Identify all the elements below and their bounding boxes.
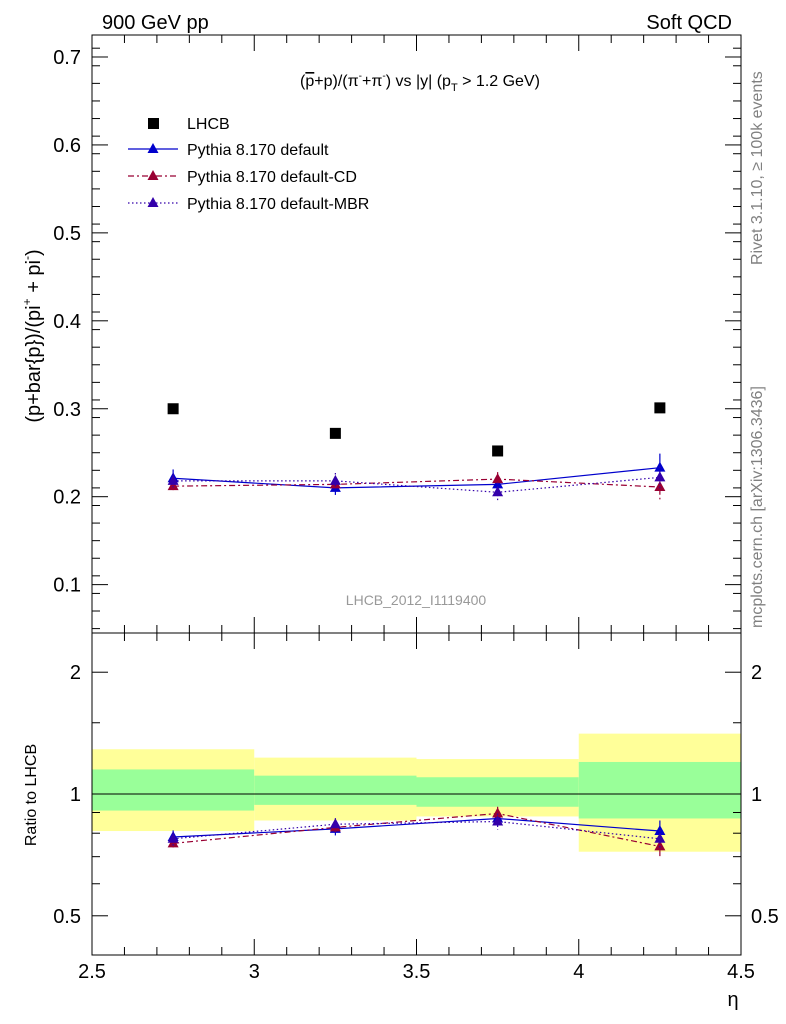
x-tick-label: 4.5 (727, 961, 755, 983)
ratio-point-mbr (329, 818, 341, 829)
x-axis-label: η (727, 989, 738, 1011)
main-point-mbr (492, 486, 504, 497)
legend-item-lhcb: LHCB (148, 116, 230, 133)
mcplots-reference-label: mcplots.cern.ch [arXiv:1306.3436] (749, 386, 766, 628)
ratio-panel-ticks: 0.5 0.5 1 1 2 2 2.5 3 3.5 4 4.5 (53, 633, 779, 983)
ratio-line-mbr (173, 820, 660, 840)
title-pbar: p (305, 73, 314, 90)
ratio-line-default (173, 817, 660, 838)
legend-label-mbr: Pythia 8.170 default-MBR (187, 196, 369, 213)
legend-label-lhcb: LHCB (187, 116, 230, 133)
ratio-y-tick-label-right: 0.5 (751, 906, 779, 928)
ratio-y-tick-label-right: 1 (751, 784, 762, 806)
legend-marker-mbr (147, 197, 159, 207)
x-tick-label: 2.5 (78, 961, 106, 983)
ratio-band-inner (254, 775, 417, 805)
main-point-mbr (329, 474, 341, 485)
ratio-band-inner (416, 777, 579, 807)
main-y-tick-label: 0.3 (53, 399, 81, 421)
main-y-tick-label: 0.1 (53, 575, 81, 597)
ratio-panel: 0.5 0.5 1 1 2 2 2.5 3 3.5 4 4.5 Ratio to LHCB η (23, 632, 779, 1011)
main-point-default (654, 461, 666, 472)
ratio-y-tick-label-right: 2 (751, 662, 762, 684)
main-point-mbr (167, 474, 179, 485)
main-line-mbr (173, 476, 660, 493)
main-point-cd (492, 473, 504, 484)
ratio-line-cd (173, 812, 660, 848)
main-panel: 0.1 0.2 0.3 0.4 0.5 0.6 0.7 (p+p)/(π-+π-) vs |… (20, 34, 742, 634)
main-y-tick-label: 0.2 (53, 487, 81, 509)
legend-label-cd: Pythia 8.170 default-CD (187, 169, 357, 186)
ratio-y-tick-label-left: 2 (70, 662, 81, 684)
ratio-y-tick-label-left: 0.5 (53, 906, 81, 928)
main-point-lhcb (654, 402, 666, 414)
legend-label-default: Pythia 8.170 default (187, 142, 329, 159)
legend-item-mbr: Pythia 8.170 default-MBR (128, 196, 369, 213)
legend-item-default: Pythia 8.170 default (128, 142, 329, 159)
main-point-lhcb (167, 403, 179, 415)
main-y-tick-label: 0.7 (53, 47, 81, 69)
main-panel-marks (167, 402, 666, 502)
analysis-watermark: LHCB_2012_I1119400 (346, 592, 487, 608)
main-y-axis-label: (p+bar{p})/(pi+ + pi-) (20, 249, 45, 422)
main-y-tick-label: 0.5 (53, 223, 81, 245)
ratio-point-cd (654, 840, 666, 851)
ratio-y-tick-label-left: 1 (70, 784, 81, 806)
main-point-lhcb (492, 445, 504, 457)
x-tick-label: 4 (573, 961, 584, 983)
legend-marker-lhcb (148, 118, 159, 129)
header-left-label: 900 GeV pp (102, 12, 209, 34)
legend: LHCB Pythia 8.170 default Pythia 8.170 d… (128, 116, 369, 213)
main-point-cd (167, 480, 179, 491)
ratio-panel-marks (167, 806, 666, 858)
ratio-point-mbr (167, 832, 179, 843)
ratio-band-inner (92, 769, 255, 811)
ratio-point-mbr (492, 815, 504, 826)
legend-marker-cd (147, 170, 159, 180)
main-panel-ticks: 0.1 0.2 0.3 0.4 0.5 0.6 0.7 (53, 35, 742, 633)
legend-item-cd: Pythia 8.170 default-CD (128, 169, 357, 186)
main-point-mbr (654, 471, 666, 482)
ratio-point-cd (492, 807, 504, 818)
plot-title: (p+p)/(π-+π-) vs |y| (pT > 1.2 GeV) (300, 71, 540, 94)
ratio-bands (92, 733, 741, 852)
x-tick-label: 3 (249, 961, 260, 983)
ratio-y-axis-label: Ratio to LHCB (23, 744, 40, 846)
ratio-band-inner (578, 761, 741, 819)
x-tick-label: 3.5 (403, 961, 431, 983)
ratio-point-mbr (654, 832, 666, 843)
legend-marker-default (147, 143, 159, 153)
main-y-tick-label: 0.6 (53, 135, 81, 157)
rivet-version-label: Rivet 3.1.10, ≥ 100k events (749, 71, 766, 265)
main-line-cd (173, 478, 660, 488)
header-right-label: Soft QCD (646, 12, 732, 34)
main-point-cd (654, 481, 666, 492)
main-y-tick-label: 0.4 (53, 311, 81, 333)
main-line-default (173, 467, 660, 489)
main-point-lhcb (329, 427, 341, 439)
